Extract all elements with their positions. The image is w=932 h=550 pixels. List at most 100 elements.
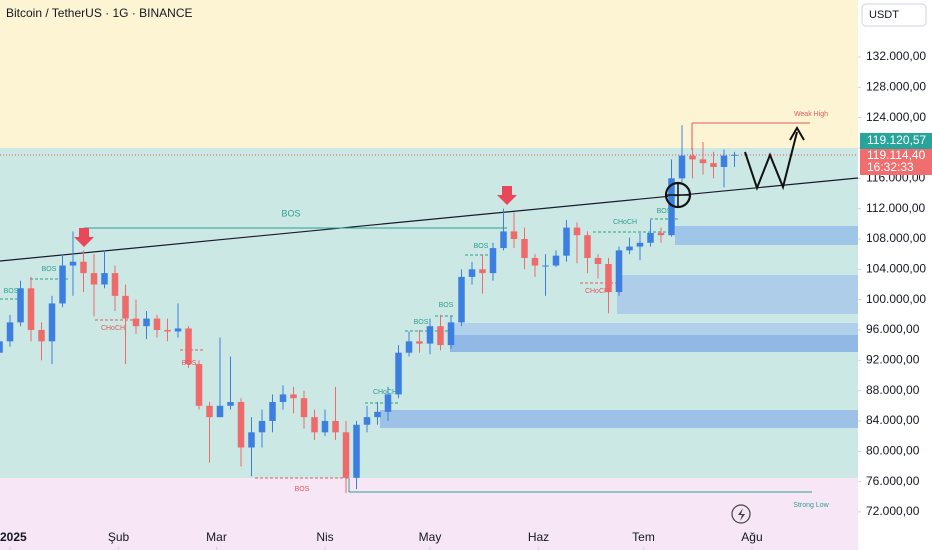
candle-body	[6, 322, 14, 342]
candle-body	[594, 257, 602, 265]
candle-body	[395, 352, 402, 395]
y-tick-label: 84.000,00	[866, 413, 920, 427]
candle-body	[678, 155, 686, 179]
x-tick-label: Ağu	[741, 530, 762, 544]
discount-zone	[0, 478, 858, 550]
candle-body	[510, 231, 518, 239]
premium-zone	[0, 0, 858, 148]
countdown-label: 16:32:33	[867, 160, 914, 174]
annotation: CHoCH	[585, 288, 609, 295]
candle-body	[59, 265, 66, 304]
candle-body	[416, 341, 423, 344]
annotation: BOS	[295, 486, 310, 493]
y-tick-label: 108.000,00	[866, 231, 926, 245]
arrow-marker	[497, 186, 517, 205]
y-tick-label: 80.000,00	[866, 443, 920, 457]
candle-body	[552, 255, 560, 266]
candle-body	[636, 242, 644, 247]
order-block	[450, 323, 858, 336]
candle-body	[300, 398, 308, 418]
candle-body	[521, 238, 528, 258]
candle-body	[437, 326, 444, 346]
candle-body	[363, 417, 371, 425]
candle-body	[426, 326, 434, 344]
candle-body	[248, 432, 255, 448]
price-axis	[858, 0, 932, 550]
candle-body	[699, 159, 707, 164]
candles	[0, 125, 738, 493]
annotation: BOS	[182, 360, 197, 367]
candle-body	[342, 432, 350, 478]
y-tick-label: 88.000,00	[866, 383, 920, 397]
candle-body	[384, 394, 392, 412]
annotation: BOS	[439, 302, 454, 309]
annotation: CHoCH	[373, 389, 397, 396]
candle-body	[17, 288, 24, 323]
x-tick-label: 2025	[0, 530, 27, 544]
order-blocks	[380, 226, 858, 428]
candle-body	[48, 303, 56, 342]
candle-body	[332, 420, 339, 433]
candle-body	[80, 261, 87, 274]
chart-title: Bitcoin / TetherUS · 1G · BINANCE	[6, 6, 193, 20]
candle-body	[227, 401, 234, 406]
candle-body	[563, 227, 570, 256]
price-tag-label: 119.114,40	[867, 148, 926, 162]
candle-body	[374, 411, 381, 418]
order-block	[450, 335, 858, 352]
candle-body	[447, 322, 455, 346]
candle-body	[573, 227, 581, 236]
y-tick-label: 96.000,00	[866, 322, 920, 336]
price-tag	[860, 149, 932, 175]
x-tick-label: Haz	[528, 530, 549, 544]
candle-body	[321, 420, 329, 433]
replay-icon[interactable]	[731, 504, 751, 524]
order-block	[617, 275, 858, 314]
candle-body	[626, 246, 633, 251]
y-tick-label: 132.000,00	[866, 49, 926, 63]
annotation: BOS	[414, 319, 429, 326]
candle-body	[311, 417, 318, 433]
price-tag-label: 119.120,57	[867, 133, 926, 147]
candle-body	[500, 231, 507, 249]
trend-line	[0, 177, 859, 262]
candle-body	[290, 394, 297, 399]
order-block	[380, 410, 858, 428]
x-tick-label: Tem	[632, 530, 655, 544]
x-tick-label: Şub	[108, 530, 130, 544]
candle-body	[584, 235, 591, 258]
y-tick-label: 92.000,00	[866, 352, 920, 366]
candle-body	[0, 341, 3, 353]
x-tick-label: Mar	[206, 530, 227, 544]
candle-body	[279, 394, 287, 402]
annotation: CHoCH	[101, 325, 125, 332]
y-tick-label: 76.000,00	[866, 474, 920, 488]
candle-body	[710, 163, 717, 167]
currency-button[interactable]	[861, 3, 927, 27]
y-tick-label: 124.000,00	[866, 110, 926, 124]
candle-body	[657, 232, 665, 236]
candle-body	[195, 364, 203, 406]
x-tick-label: May	[419, 530, 442, 544]
candle-body	[101, 273, 108, 285]
candle-body	[479, 269, 486, 274]
candle-body	[458, 276, 465, 323]
candle-body	[720, 155, 728, 167]
x-tick-label: Nis	[316, 530, 333, 544]
candle-body	[731, 154, 738, 156]
candle-body	[353, 424, 360, 478]
currency-label[interactable]: USDT	[869, 9, 899, 21]
candle-body	[531, 257, 539, 266]
arrow-marker	[74, 228, 94, 247]
candle-body	[143, 318, 150, 327]
replay-icon[interactable]	[738, 508, 745, 521]
candle-body	[468, 269, 476, 277]
candle-body	[90, 273, 98, 285]
annotation: Weak High	[794, 111, 828, 118]
candle-body	[647, 232, 654, 243]
candle-body	[269, 401, 276, 421]
annotation: BOS	[474, 243, 489, 250]
candle-body	[27, 288, 35, 330]
annotations: BOS BOS BOS CHoCH BOS BOS CHoCH BOS BOS …	[4, 111, 830, 509]
